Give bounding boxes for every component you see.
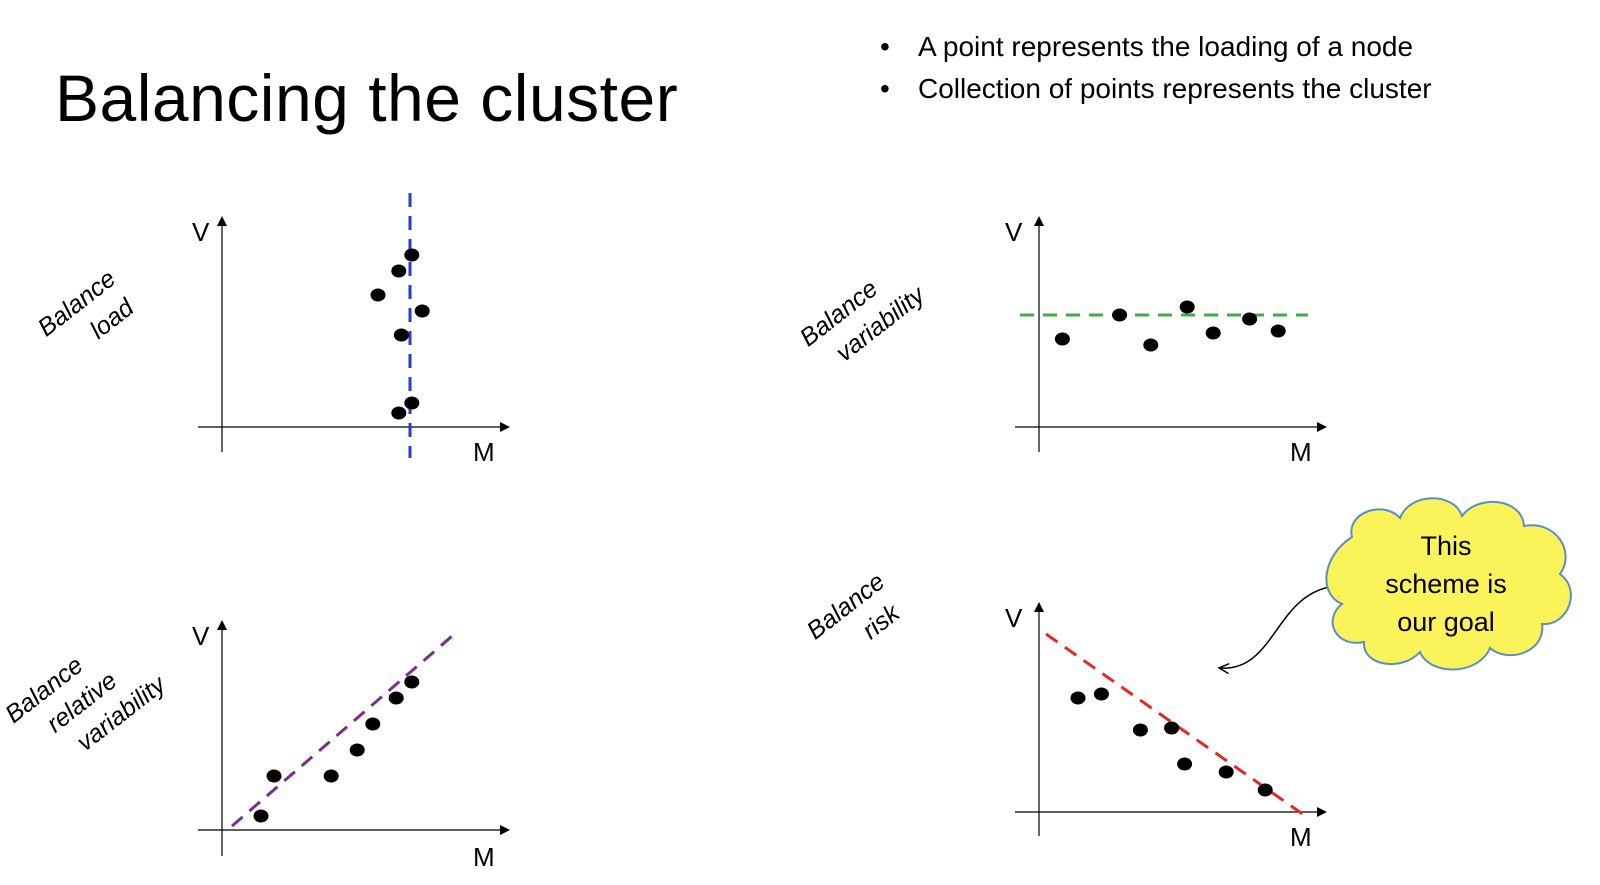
data-point xyxy=(1164,721,1180,735)
bullet-text: A point represents the loading of a node xyxy=(918,31,1414,62)
data-point xyxy=(388,691,404,705)
panel-balance-variability: V M Balance variability xyxy=(795,216,1327,467)
data-point xyxy=(393,328,409,342)
x-axis-label: M xyxy=(1290,822,1312,852)
bullet-text: Collection of points represents the clus… xyxy=(918,73,1432,104)
data-point xyxy=(323,769,339,783)
data-point xyxy=(1112,308,1128,322)
data-points xyxy=(1070,687,1273,797)
callout-pointer-arrow xyxy=(1220,585,1337,668)
data-point xyxy=(1177,757,1193,771)
x-axis-label: M xyxy=(473,842,495,872)
y-axis-label: V xyxy=(1005,603,1023,633)
data-point xyxy=(1132,723,1148,737)
scheme-label: Balance load xyxy=(33,264,140,344)
data-point xyxy=(1093,687,1109,701)
data-point xyxy=(1218,765,1234,779)
data-point xyxy=(1242,312,1258,326)
callout-text-line: our goal xyxy=(1397,607,1495,637)
data-point xyxy=(1143,338,1159,352)
bullet-list: • A point represents the loading of a no… xyxy=(880,26,1432,110)
data-point xyxy=(370,288,386,302)
data-points xyxy=(253,675,420,823)
x-axis-label: M xyxy=(473,437,495,467)
callout-cloud: This scheme is our goal xyxy=(1220,497,1572,671)
callout-text-line: scheme is xyxy=(1385,569,1507,599)
slide-title: Balancing the cluster xyxy=(55,61,679,135)
y-axis-label: V xyxy=(192,621,210,651)
data-point xyxy=(404,396,420,410)
bullet-dot-icon: • xyxy=(880,73,890,104)
data-point xyxy=(1270,324,1286,338)
x-axis-label: M xyxy=(1290,437,1312,467)
callout-text-line: This xyxy=(1420,531,1471,561)
data-point xyxy=(404,248,420,262)
panel-balance-load: V M Balance load xyxy=(33,193,510,467)
data-point xyxy=(1070,691,1086,705)
data-point xyxy=(414,304,430,318)
data-point xyxy=(1205,326,1221,340)
panel-balance-risk: V M Balance risk xyxy=(802,567,1327,852)
bullet-dot-icon: • xyxy=(880,31,890,62)
data-points xyxy=(1054,300,1286,352)
data-point xyxy=(365,717,381,731)
balance-line xyxy=(231,629,459,828)
data-point xyxy=(404,675,420,689)
cloud-shape xyxy=(1325,497,1572,671)
scheme-label: Balance relative variability xyxy=(0,651,172,757)
bullet-item: • A point represents the loading of a no… xyxy=(880,26,1432,68)
y-axis-label: V xyxy=(192,217,210,247)
data-point xyxy=(391,264,407,278)
data-points xyxy=(370,248,430,420)
bullet-item: • Collection of points represents the cl… xyxy=(880,68,1432,110)
data-point xyxy=(391,406,407,420)
panel-balance-relative-variability: V M Balance relative variability xyxy=(0,620,510,872)
scheme-label: Balance variability xyxy=(795,274,931,367)
data-point xyxy=(266,769,282,783)
data-point xyxy=(349,743,365,757)
data-point xyxy=(1257,783,1273,797)
data-point xyxy=(1054,332,1070,346)
data-point xyxy=(1179,300,1195,314)
data-point xyxy=(253,809,269,823)
scheme-label: Balance risk xyxy=(802,567,906,645)
y-axis-label: V xyxy=(1005,217,1023,247)
